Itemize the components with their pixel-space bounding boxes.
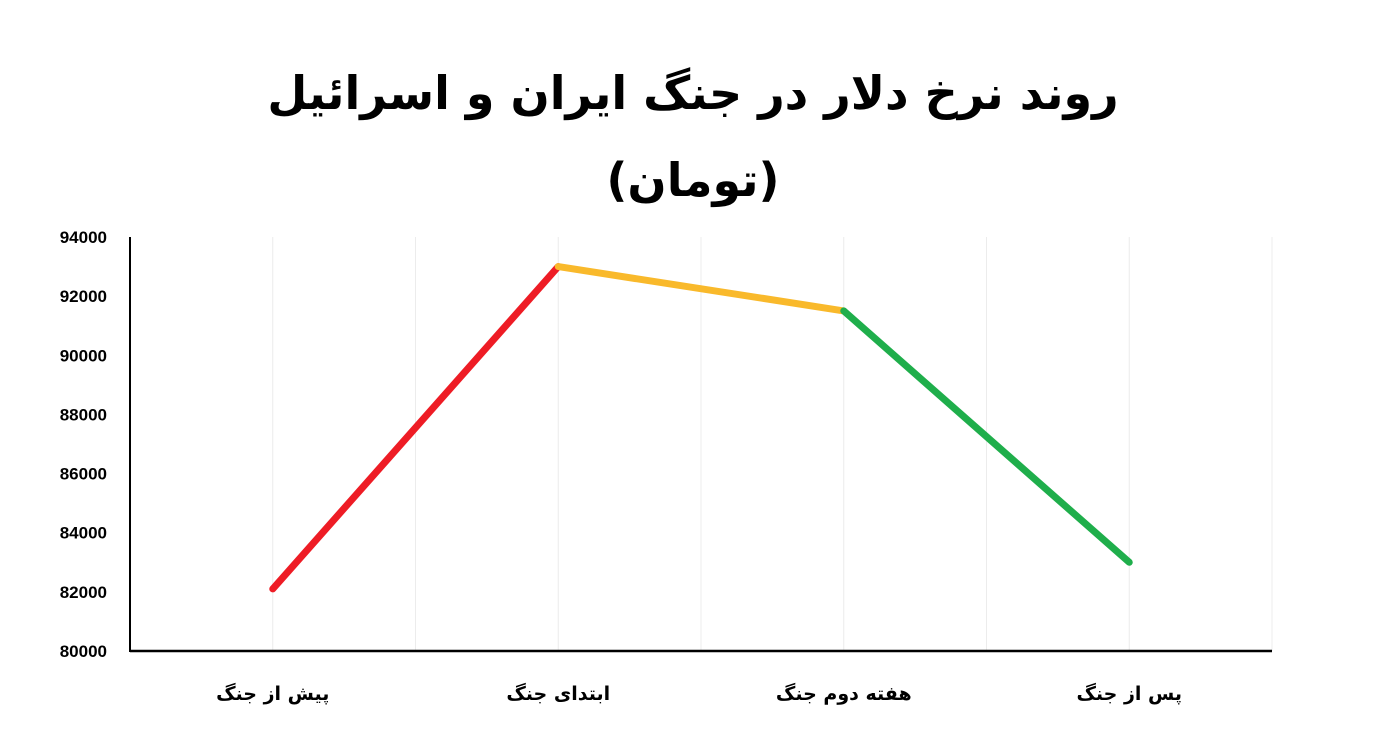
series-line: [269, 263, 1133, 593]
y-tick-label: 92000: [60, 287, 107, 306]
y-tick-label: 90000: [60, 346, 107, 365]
axes: [129, 237, 1272, 653]
y-tick-label: 86000: [60, 465, 107, 484]
x-tick-label: هفته دوم جنگ: [776, 682, 912, 705]
y-axis-ticks: 80000 82000 84000 86000 88000 90000 92000 94000: [60, 228, 107, 661]
x-tick-label: پس از جنگ: [1076, 682, 1182, 705]
x-tick-label: ابتدای جنگ: [506, 682, 610, 705]
chart-subtitle: (تومان): [606, 153, 780, 207]
y-tick-label: 84000: [60, 524, 107, 543]
series-segment: [554, 263, 848, 315]
series-segment: [840, 307, 1133, 566]
chart-title: روند نرخ دلار در جنگ ایران و اسرائیل: [267, 66, 1119, 120]
y-tick-label: 94000: [60, 228, 107, 247]
y-tick-label: 80000: [60, 642, 107, 661]
grid-lines: [272, 237, 1273, 651]
x-axis-ticks: پیش از جنگ ابتدای جنگ هفته دوم جنگ پس از جن…: [216, 682, 1182, 705]
series-segment: [269, 263, 562, 593]
x-tick-label: پیش از جنگ: [216, 682, 329, 705]
y-tick-label: 88000: [60, 405, 107, 424]
y-tick-label: 82000: [60, 583, 107, 602]
